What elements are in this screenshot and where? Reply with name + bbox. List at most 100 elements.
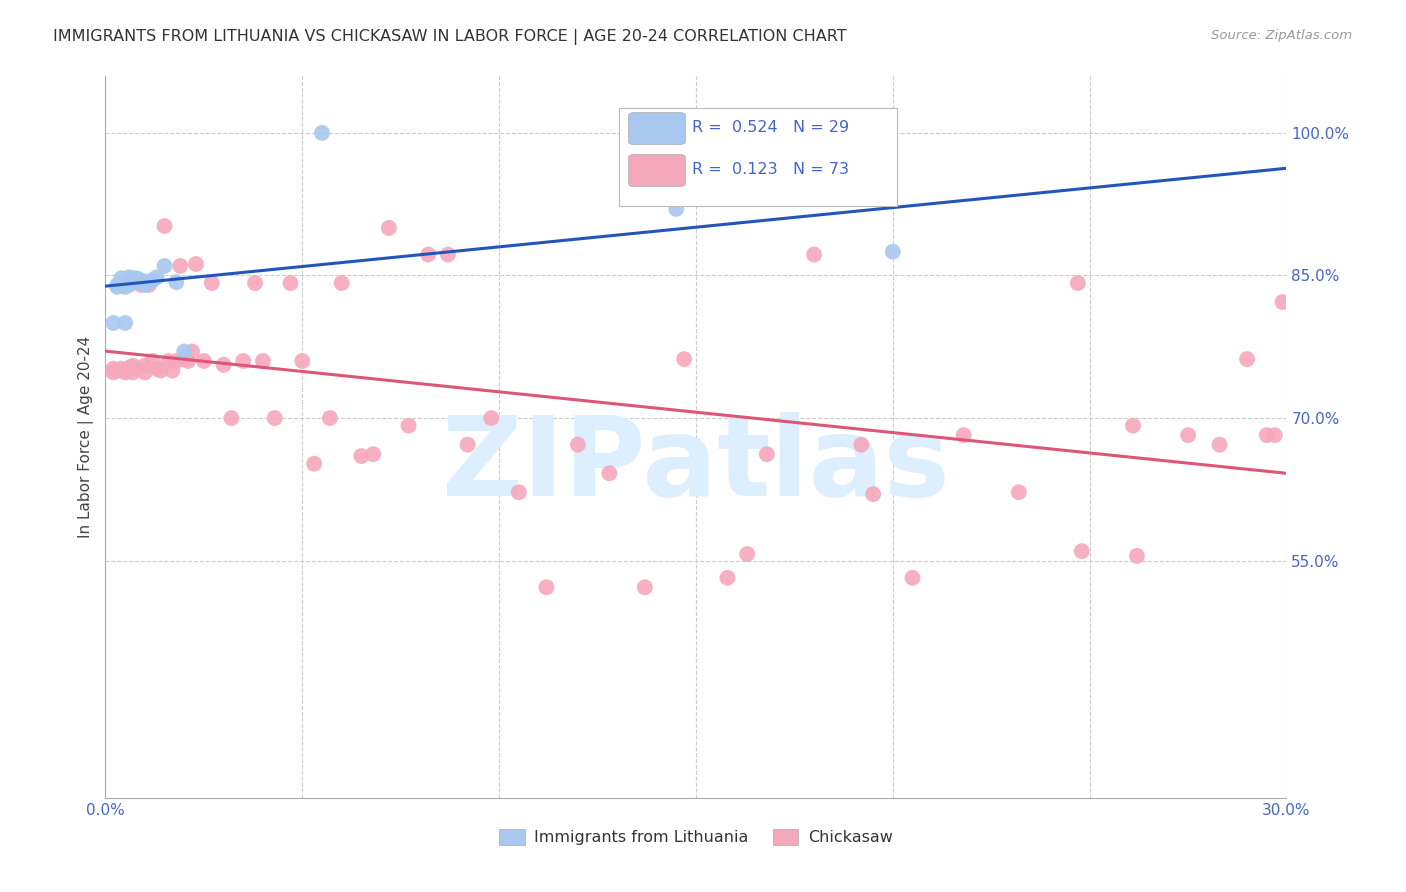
Point: [193, 354, 215, 368]
Point: [851, 438, 873, 452]
Point: [952, 428, 974, 442]
Point: [134, 359, 156, 373]
Point: [882, 244, 904, 259]
Point: [138, 275, 160, 289]
Point: [105, 363, 128, 377]
Point: [103, 366, 125, 380]
Point: [184, 257, 207, 271]
Point: [129, 275, 152, 289]
Point: [1208, 438, 1230, 452]
Point: [1264, 428, 1286, 442]
Point: [110, 361, 132, 376]
Point: [1177, 428, 1199, 442]
Point: [319, 411, 342, 425]
Y-axis label: In Labor Force | Age 20-24: In Labor Force | Age 20-24: [79, 336, 94, 538]
Point: [122, 366, 145, 380]
Point: [162, 363, 184, 377]
Point: [1070, 544, 1092, 558]
Point: [598, 466, 620, 480]
Point: [125, 275, 148, 289]
Point: [291, 354, 314, 368]
Text: R =  0.524   N = 29: R = 0.524 N = 29: [692, 120, 849, 135]
Point: [122, 359, 145, 373]
Point: [418, 247, 440, 261]
Point: [165, 354, 187, 368]
Point: [479, 411, 502, 425]
Point: [165, 275, 187, 289]
Point: [129, 277, 152, 292]
Point: [122, 271, 145, 285]
Point: [243, 276, 266, 290]
Point: [145, 361, 167, 376]
Point: [177, 354, 200, 368]
Point: [122, 275, 145, 289]
Point: [125, 271, 148, 285]
Point: [149, 363, 172, 377]
Point: [118, 270, 141, 285]
Point: [181, 344, 204, 359]
FancyBboxPatch shape: [619, 108, 897, 206]
Point: [110, 271, 132, 285]
Point: [716, 571, 738, 585]
Point: [1067, 276, 1090, 290]
Point: [1008, 485, 1031, 500]
Point: [735, 547, 758, 561]
Point: [862, 487, 884, 501]
Point: [157, 354, 180, 368]
Point: [361, 447, 384, 461]
Point: [350, 449, 373, 463]
Point: [1236, 352, 1258, 367]
Point: [311, 126, 333, 140]
Point: [665, 202, 688, 216]
Point: [118, 360, 141, 375]
Point: [201, 276, 224, 290]
Point: [118, 276, 141, 290]
Point: [803, 247, 825, 261]
Point: [125, 361, 148, 376]
Point: [398, 418, 420, 433]
Point: [105, 280, 128, 294]
Text: ZIPatlas: ZIPatlas: [441, 412, 950, 519]
Point: [134, 277, 156, 292]
Point: [110, 275, 132, 289]
Legend: Immigrants from Lithuania, Chickasaw: Immigrants from Lithuania, Chickasaw: [494, 823, 898, 852]
Point: [118, 273, 141, 287]
Point: [673, 352, 696, 367]
Point: [105, 277, 128, 292]
Point: [508, 485, 530, 500]
Point: [142, 273, 165, 287]
Point: [114, 366, 136, 380]
FancyBboxPatch shape: [628, 112, 685, 145]
Point: [118, 277, 141, 292]
Point: [114, 363, 136, 377]
Point: [330, 276, 353, 290]
Point: [173, 344, 195, 359]
Point: [134, 366, 156, 380]
Point: [114, 276, 136, 290]
Point: [212, 358, 235, 372]
Point: [232, 354, 254, 368]
Text: IMMIGRANTS FROM LITHUANIA VS CHICKASAW IN LABOR FORCE | AGE 20-24 CORRELATION CH: IMMIGRANTS FROM LITHUANIA VS CHICKASAW I…: [53, 29, 846, 45]
Point: [110, 277, 132, 292]
Point: [1256, 428, 1278, 442]
Point: [302, 457, 325, 471]
Point: [567, 438, 589, 452]
Point: [263, 411, 285, 425]
Text: Source: ZipAtlas.com: Source: ZipAtlas.com: [1212, 29, 1353, 42]
Point: [437, 247, 460, 261]
Point: [280, 276, 302, 290]
Point: [755, 447, 778, 461]
Point: [138, 277, 160, 292]
Point: [153, 219, 176, 233]
FancyBboxPatch shape: [628, 154, 685, 186]
Point: [134, 275, 156, 289]
Point: [153, 259, 176, 273]
Point: [634, 580, 657, 594]
Point: [114, 316, 136, 330]
Point: [142, 354, 165, 368]
Point: [114, 280, 136, 294]
Point: [221, 411, 243, 425]
Point: [169, 259, 191, 273]
Point: [378, 221, 401, 235]
Point: [173, 352, 195, 367]
